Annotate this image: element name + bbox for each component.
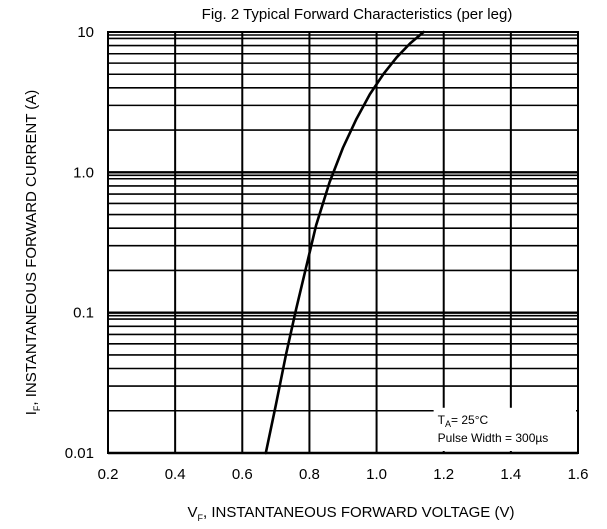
x-tick-label: 1.2 (433, 466, 454, 483)
y-axis-label: IF, INSTANTANEOUS FORWARD CURRENT (A) (23, 90, 42, 416)
forward-current-curve (264, 30, 425, 455)
annotation-box (433, 407, 576, 451)
x-tick-label: 1.4 (500, 466, 521, 483)
y-tick-label: 0.1 (73, 305, 94, 322)
y-tick-labels: 0.01 0.1 1.0 10 (65, 24, 94, 462)
y-tick-label: 0.01 (65, 445, 94, 462)
y-tick-label: 1.0 (73, 164, 94, 181)
x-tick-label: 0.4 (165, 466, 186, 483)
x-tick-label: 1.0 (366, 466, 387, 483)
x-tick-label: 0.2 (98, 466, 119, 483)
annotation-temperature: TA= 25°C (438, 413, 489, 429)
x-tick-label: 1.6 (568, 466, 589, 483)
annotation-temperature-subscript: A (445, 419, 451, 429)
y-axis-label-subscript: F (32, 405, 42, 411)
grid (107, 32, 579, 455)
y-tick-label: 10 (77, 24, 94, 41)
annotation-temperature-rest: = 25°C (451, 413, 488, 427)
x-axis-label-subscript: F (198, 513, 204, 523)
x-axis-label-prefix: V (188, 504, 198, 521)
x-axis-label: VF, INSTANTANEOUS FORWARD VOLTAGE (V) (188, 504, 515, 523)
annotation-temperature-prefix: T (438, 413, 446, 427)
annotation-pulse-width: Pulse Width = 300µs (438, 431, 549, 445)
y-axis-label-prefix: I (23, 411, 40, 415)
x-tick-label: 0.8 (299, 466, 320, 483)
x-tick-labels: 0.2 0.4 0.6 0.8 1.0 1.2 1.4 1.6 (98, 466, 589, 483)
x-tick-label: 0.6 (232, 466, 253, 483)
plot-frame (107, 31, 579, 454)
chart-title: Fig. 2 Typical Forward Characteristics (… (202, 6, 513, 23)
x-axis-label-rest: , INSTANTANEOUS FORWARD VOLTAGE (V) (203, 504, 514, 521)
y-axis-label-rest: , INSTANTANEOUS FORWARD CURRENT (A) (23, 90, 40, 406)
